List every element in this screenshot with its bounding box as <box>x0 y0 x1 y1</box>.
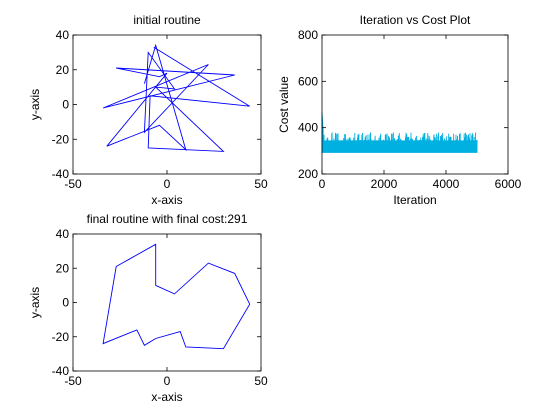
y-tick-label: 0 <box>62 296 69 310</box>
y-tick-label: 20 <box>56 261 70 275</box>
y-tick-label: -20 <box>52 330 70 344</box>
series-line-0 <box>321 112 478 153</box>
y-axis-label: Cost value <box>277 76 291 133</box>
y-tick-label: 40 <box>56 28 70 42</box>
x-axis-label: Iteration <box>393 193 436 207</box>
y-tick-label: -20 <box>52 132 70 146</box>
y-axis-label: y-axis <box>28 287 42 318</box>
y-tick-label: -40 <box>52 167 70 181</box>
chart-title: Iteration vs Cost Plot <box>360 13 471 27</box>
y-tick-label: 600 <box>298 74 318 88</box>
chart-title: initial routine <box>133 13 201 27</box>
chart-2: -50 0 50 -40 -20 0 20 40 final routine with fina… <box>28 212 268 404</box>
chart-title: final routine with final cost:291 <box>87 212 248 226</box>
x-tick-label: -50 <box>64 374 82 388</box>
x-tick-label: 0 <box>164 177 171 191</box>
series-line-0 <box>102 43 250 152</box>
series-line-0 <box>102 243 251 350</box>
y-tick-label: 20 <box>56 63 70 77</box>
x-tick-label: 50 <box>254 177 268 191</box>
x-tick-label: 0 <box>164 374 171 388</box>
axes-box <box>321 34 509 175</box>
x-tick-label: 0 <box>319 177 326 191</box>
chart-0: -50 0 50 -40 -20 0 20 40 initial routine x-axis y-… <box>28 13 268 207</box>
x-tick-label: 2000 <box>371 177 398 191</box>
chart-1: 0 2000 4000 6000 200 400 600 800 Iteration vs Co… <box>277 13 522 207</box>
axes-box <box>72 233 262 372</box>
y-tick-label: 400 <box>298 121 318 135</box>
x-tick-label: 4000 <box>433 177 460 191</box>
x-axis-label: x-axis <box>151 390 182 404</box>
x-tick-label: 50 <box>254 374 268 388</box>
y-tick-label: 800 <box>298 28 318 42</box>
x-tick-label: 6000 <box>495 177 522 191</box>
y-tick-label: 0 <box>62 98 69 112</box>
y-tick-label: 200 <box>298 167 318 181</box>
y-tick-label: 40 <box>56 227 70 241</box>
y-tick-label: -40 <box>52 364 70 378</box>
x-tick-label: -50 <box>64 177 82 191</box>
y-axis-label: y-axis <box>28 89 42 120</box>
x-axis-label: x-axis <box>151 193 182 207</box>
